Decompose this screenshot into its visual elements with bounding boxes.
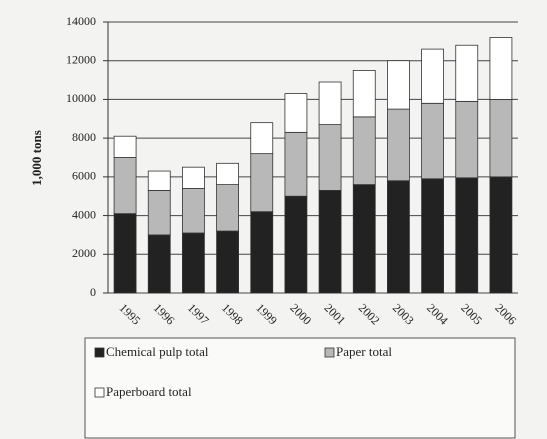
bar-segment xyxy=(284,131,308,197)
legend-swatch xyxy=(94,387,105,398)
bar-segment xyxy=(318,124,342,191)
y-tick-label: 6000 xyxy=(72,169,96,183)
bar-segment xyxy=(387,60,410,110)
bar-segment xyxy=(455,44,479,102)
bar-segment xyxy=(455,177,479,294)
y-tick-label: 0 xyxy=(90,285,96,299)
legend-label: Paper total xyxy=(336,344,392,359)
bar-segment xyxy=(284,93,308,133)
x-tick-label: 1997 xyxy=(185,301,212,328)
y-tick-label: 14000 xyxy=(66,14,96,28)
bar-segment xyxy=(250,211,274,294)
bar-segment xyxy=(489,176,513,294)
x-tick-label: 2005 xyxy=(458,301,485,328)
x-tick-label: 2006 xyxy=(492,301,519,328)
x-tick-label: 2001 xyxy=(322,301,349,328)
bar-segment xyxy=(113,135,137,158)
y-tick-label: 2000 xyxy=(72,246,96,260)
legend-swatch xyxy=(324,347,335,358)
bar-segment xyxy=(318,190,342,294)
bar-segment xyxy=(113,157,137,215)
bar-segment xyxy=(182,188,205,234)
legend-swatch xyxy=(94,347,105,358)
bar-segment xyxy=(216,184,239,232)
bar-segment xyxy=(455,100,479,179)
bar-segment xyxy=(421,178,444,294)
y-tick-label: 10000 xyxy=(66,91,96,105)
x-tick-label: 2004 xyxy=(424,301,451,328)
legend-box xyxy=(84,337,516,439)
bar-segment xyxy=(182,166,205,189)
bar-segment xyxy=(352,184,376,294)
bar-segment xyxy=(216,162,239,186)
bar-segment xyxy=(421,102,444,180)
x-tick-label: 2000 xyxy=(287,301,314,328)
bar-segment xyxy=(489,99,513,178)
bar-segment xyxy=(387,180,410,294)
x-tick-label: 1999 xyxy=(253,301,280,328)
bar-segment xyxy=(147,234,171,294)
bar-segment xyxy=(352,69,376,118)
bar-segment xyxy=(421,48,444,104)
x-tick-label: 1995 xyxy=(117,301,144,328)
bar-segment xyxy=(113,213,137,294)
bar-segment xyxy=(489,37,513,100)
x-tick-label: 1996 xyxy=(151,301,178,328)
bar-segment xyxy=(387,108,410,182)
legend-label: Paperboard total xyxy=(106,384,192,399)
bar-segment xyxy=(318,81,342,125)
x-tick-label: 1998 xyxy=(219,301,246,328)
y-tick-label: 4000 xyxy=(72,207,96,221)
bar-segment xyxy=(147,190,171,236)
bar-segment xyxy=(147,170,171,191)
y-tick-label: 8000 xyxy=(72,130,96,144)
bar-segment xyxy=(250,122,274,155)
y-axis-label: 1,000 tons xyxy=(29,130,44,186)
x-tick-label: 2003 xyxy=(390,301,417,328)
bar-segment xyxy=(352,116,376,185)
bar-segment xyxy=(250,153,274,213)
bar-segment xyxy=(182,232,205,294)
bar-segment xyxy=(284,195,308,294)
x-tick-label: 2002 xyxy=(356,301,383,328)
legend-label: Chemical pulp total xyxy=(106,344,209,359)
y-tick-label: 12000 xyxy=(66,52,96,66)
bar-segment xyxy=(216,230,239,294)
